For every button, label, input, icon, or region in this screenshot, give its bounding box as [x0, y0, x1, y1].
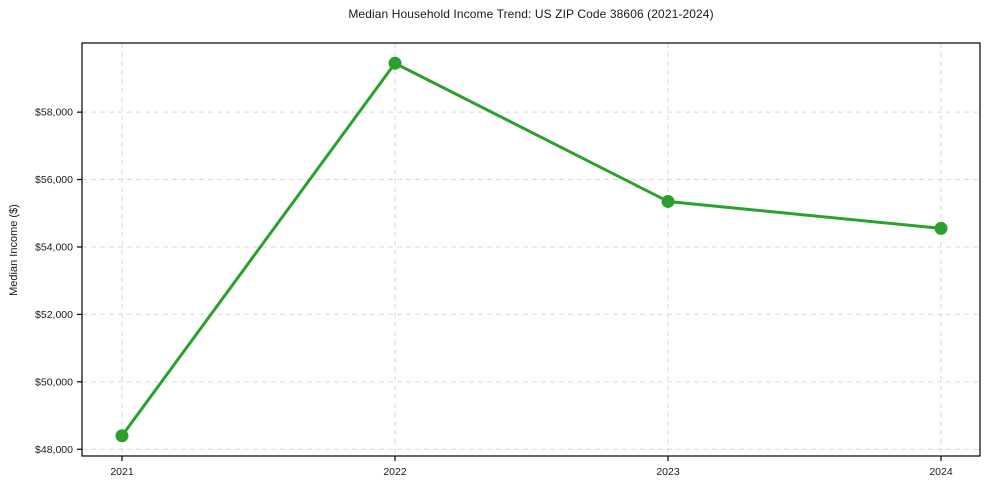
- data-point-2021: [115, 429, 129, 443]
- x-tick-label: 2024: [929, 466, 953, 478]
- y-tick-label: $52,000: [35, 309, 73, 321]
- plot-border: [81, 42, 981, 457]
- data-point-2022: [388, 56, 402, 70]
- y-tick-label: $58,000: [35, 107, 73, 119]
- y-tick-label: $50,000: [35, 376, 73, 388]
- x-tick-label: 2021: [110, 466, 134, 478]
- data-point-2024: [934, 221, 948, 235]
- y-tick-label: $56,000: [35, 174, 73, 186]
- income-trend-line: [120, 61, 943, 438]
- data-point-2023: [661, 194, 675, 208]
- x-tick-label: 2022: [383, 466, 407, 478]
- x-tick-label: 2023: [656, 466, 680, 478]
- chart-title: Median Household Income Trend: US ZIP Co…: [348, 7, 714, 21]
- y-tick-label: $48,000: [35, 444, 73, 456]
- y-tick-label: $54,000: [35, 241, 73, 253]
